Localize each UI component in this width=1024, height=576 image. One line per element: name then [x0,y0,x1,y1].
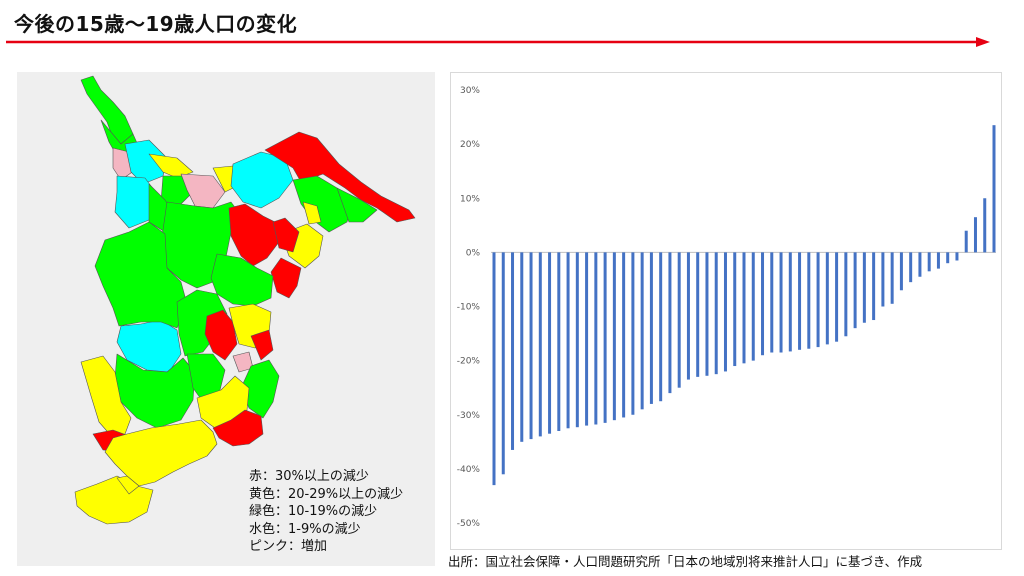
bar [612,252,616,421]
bar [594,252,598,425]
bar [640,252,644,410]
map-region [228,203,280,267]
y-tick-label: 20% [460,140,480,150]
bar [603,252,607,423]
bar [659,252,663,402]
bar [853,252,857,329]
bar [529,252,533,440]
bar [992,125,996,253]
bar [927,252,931,272]
y-tick-label: -20% [457,357,481,367]
y-tick-label: 10% [460,194,480,204]
bar [798,252,802,350]
map-region [272,217,300,253]
bar [520,252,524,442]
bar [705,252,709,376]
map-region [114,175,158,229]
bar [807,252,811,349]
bar [899,252,903,291]
bar [825,252,829,345]
legend-item-red: 赤：30%以上の減少 [249,469,369,484]
map-region [104,419,218,487]
bar [844,252,848,337]
map-region [116,475,140,495]
legend-item-cyan: 水色：1-9%の減少 [249,521,361,537]
bar [973,217,977,253]
bar [696,252,700,377]
chiba-map-panel: 赤：30%以上の減少 黄色：20-29%以上の減少 緑色：10-19%の減少 水… [17,72,435,566]
map-region [270,257,302,299]
bar [492,252,496,486]
bar [501,252,505,475]
y-tick-label: -40% [457,465,481,475]
bar [872,252,876,321]
map-region [302,201,322,225]
bar [511,252,515,450]
map-region [80,355,132,439]
bar [862,252,866,323]
map-region [250,329,274,361]
bar [751,252,755,361]
map-region [212,409,264,447]
map-region [94,221,188,329]
bar [890,252,894,304]
bar [788,252,792,352]
map-region [204,309,238,361]
bar [649,252,653,404]
bar [557,252,561,431]
bar [677,252,681,388]
bar [955,252,959,261]
bar [742,252,746,364]
map-region [336,187,378,223]
bar [622,252,626,418]
source-note: 出所：国立社会保障・人口問題研究所「日本の地域別将来推計人口」に基づき、作成 [448,554,923,569]
bar [918,252,922,277]
change-bar-chart-panel: 30% 20% 10% 0% -10% -20% -30% -40% -50% [450,72,1002,550]
bar [585,252,589,426]
bar [946,252,950,264]
bar [936,252,940,269]
y-tick-label: 30% [460,86,480,96]
legend-item-green: 緑色：10-19%の減少 [249,504,378,519]
change-bar-chart: 30% 20% 10% 0% -10% -20% -30% -40% -50% [457,86,996,529]
bar [779,252,783,353]
map-region [230,151,294,209]
bar [964,230,968,253]
map-region [196,375,250,429]
bar [723,252,727,372]
bar [686,252,690,380]
bar [733,252,737,367]
bar [881,252,885,307]
bar [538,252,542,437]
bar [631,252,635,415]
bar [761,252,765,356]
chiba-prefecture-map [74,75,416,525]
map-legend: 赤：30%以上の減少 黄色：20-29%以上の減少 緑色：10-19%の減少 水… [249,468,403,556]
y-tick-label: -30% [457,411,481,421]
map-region [210,253,274,307]
y-tick-label: 0% [466,248,481,258]
bar [714,252,718,375]
y-tick-label: -10% [457,303,481,313]
bar [668,252,672,394]
bar [548,252,552,434]
y-tick-label: -50% [457,519,481,529]
bar [770,252,774,353]
page-title: 今後の15歳～19歳人口の変化 [14,12,298,36]
bar [575,252,579,428]
legend-item-pink: ピンク：増加 [249,539,328,554]
bar [566,252,570,429]
bar [909,252,913,283]
title-arrow-rule [6,37,990,47]
bar [983,198,987,253]
bar [835,252,839,342]
legend-item-yellow: 黄色：20-29%以上の減少 [249,486,404,502]
bar [816,252,820,348]
